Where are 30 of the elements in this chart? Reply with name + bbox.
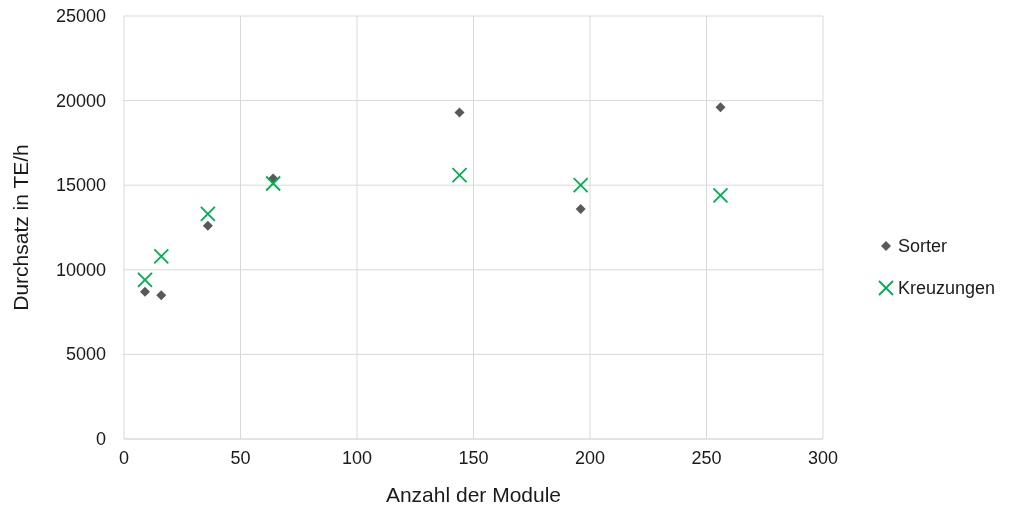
- y-tick-label: 5000: [65, 344, 106, 365]
- x-tick-label: 100: [341, 448, 373, 468]
- point: [712, 187, 729, 204]
- point: [715, 102, 726, 113]
- point: [137, 272, 153, 288]
- legend-label: Sorter: [898, 236, 948, 256]
- point: [265, 175, 282, 192]
- x-tick-label: 50: [230, 448, 251, 468]
- y-tick-label: 15000: [55, 175, 106, 196]
- point: [575, 203, 586, 214]
- legend-label: Kreuzungen: [898, 278, 996, 298]
- x-tick-label: 200: [574, 448, 606, 468]
- y-tick-label: 10000: [55, 259, 106, 280]
- x-tick-label: 300: [807, 448, 839, 468]
- y-tick-label: 20000: [55, 90, 106, 111]
- point: [139, 286, 150, 297]
- x-tick-label: 150: [458, 448, 489, 468]
- y-tick-label: 0: [95, 429, 106, 449]
- x-axis-title: Anzahl der Module: [385, 483, 562, 506]
- point: [451, 167, 468, 183]
- x-tick-label: 0: [118, 448, 130, 468]
- point: [202, 220, 213, 231]
- point: [199, 206, 216, 222]
- point: [572, 177, 589, 194]
- y-tick-label: 25000: [55, 6, 106, 26]
- point: [454, 107, 465, 118]
- point: [153, 248, 170, 265]
- y-axis-title: Durchsatz in TE/h: [9, 144, 32, 311]
- x-tick-label: 250: [691, 448, 722, 468]
- point: [156, 290, 167, 301]
